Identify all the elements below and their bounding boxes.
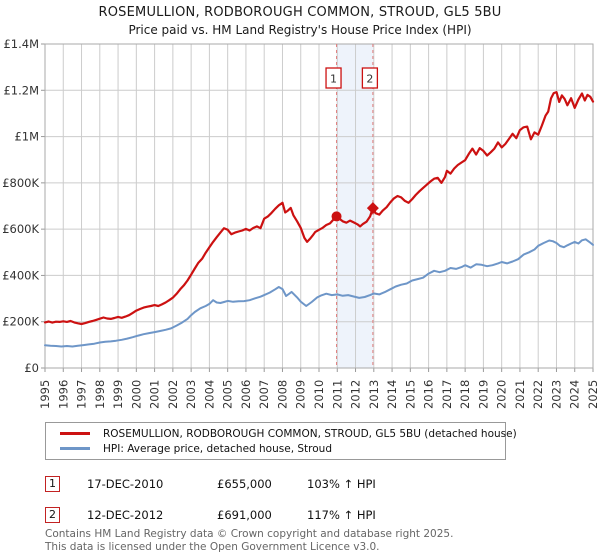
x-axis-label: 2010 [312,380,326,409]
transaction-2-date: 12-DEC-2012 [87,508,164,522]
x-axis-label: 2019 [476,380,490,409]
x-axis-label: 1996 [56,380,70,409]
x-axis-label: 2020 [495,380,509,409]
transaction-2-hpi-change: 117% ↑ HPI [307,508,376,522]
between-sales-highlight-band [336,44,373,368]
x-axis-label: 2024 [568,380,582,409]
legend-label-hpi: HPI: Average price, detached house, Stro… [103,442,332,455]
transaction-1-price: £655,000 [217,477,272,491]
x-axis-label: 2002 [166,380,180,409]
hpi-average-line [44,238,594,348]
x-axis-label: 2006 [239,380,253,409]
x-axis-label: 2007 [257,380,271,409]
transaction-1-marker-badge: 1 [45,476,60,492]
x-axis-label: 2013 [367,380,381,409]
x-axis-label: 1995 [38,380,52,409]
x-axis-label: 2004 [202,380,216,409]
y-axis-label: £1.2M [3,83,39,97]
legend-item-property: ROSEMULLION, RODBOROUGH COMMON, STROUD, … [54,426,517,441]
x-axis-label: 2016 [422,380,436,409]
page-subtitle: Price paid vs. HM Land Registry's House … [128,23,472,37]
x-axis-label: 2001 [148,380,162,409]
y-axis-label: £0 [24,361,39,375]
x-axis-label: 2012 [349,380,363,409]
copyright-line-2: This data is licensed under the Open Gov… [45,541,380,553]
legend-swatch-hpi-line [60,447,90,450]
copyright-notice: Contains HM Land Registry data © Crown c… [45,528,453,554]
sale-marker-point [366,202,379,215]
x-axis-label: 2015 [403,380,417,409]
x-axis-label: 2003 [184,380,198,409]
legend-label-property: ROSEMULLION, RODBOROUGH COMMON, STROUD, … [103,427,517,440]
sale-marker-point [331,211,342,222]
x-axis-label: 2011 [330,380,344,409]
y-axis-label: £1.4M [3,37,39,51]
price-chart: 1995 1996 1997 1998 1999 2000 2001 2002 2003 2004… [2,37,600,409]
x-axis-label: 2022 [531,380,545,409]
x-axis-label: 2008 [275,380,289,409]
chart-legend: ROSEMULLION, RODBOROUGH COMMON, STROUD, … [45,422,517,460]
x-axis-label: 1997 [75,380,89,409]
sale-number-box [361,67,379,89]
plot-border [44,43,594,369]
y-axis-label: £1M [14,130,39,144]
copyright-line-1: Contains HM Land Registry data © Crown c… [45,528,454,540]
x-axis-label: 2017 [440,380,454,409]
x-axis-label: 1999 [111,380,125,409]
transaction-2-marker-badge: 2 [45,507,60,523]
y-axis-label: £200K [2,315,39,329]
legend-swatch-property-line [60,432,90,435]
x-axis-label: 2023 [549,380,563,409]
x-axis-label: 2005 [221,380,235,409]
transaction-1-date: 17-DEC-2010 [87,477,164,491]
transaction-row-1: 1 17-DEC-2010 £655,000 103% ↑ HPI [45,476,565,494]
x-axis-label: 2000 [129,380,143,409]
y-axis-label: £600K [2,222,39,236]
x-axis-label: 2009 [294,380,308,409]
x-axis-label: 2021 [513,380,527,409]
x-axis-label: 2018 [458,380,472,409]
y-axis-label: £400K [2,268,39,282]
transaction-row-2: 2 12-DEC-2012 £691,000 117% ↑ HPI [45,507,565,525]
transaction-2-price: £691,000 [217,508,272,522]
transaction-1-hpi-change: 103% ↑ HPI [307,477,376,491]
page-title: ROSEMULLION, RODBOROUGH COMMON, STROUD, … [98,5,502,20]
property-price-line [43,91,595,326]
x-axis-label: 2014 [385,380,399,409]
sale-number-label: 2 [366,73,373,86]
legend-item-hpi: HPI: Average price, detached house, Stro… [54,441,497,456]
y-axis-label: £800K [2,176,39,190]
x-axis-label: 1998 [93,380,107,409]
x-axis-label: 2025 [586,380,600,409]
sale-number-box [325,67,342,89]
sale-number-label: 1 [330,73,337,86]
